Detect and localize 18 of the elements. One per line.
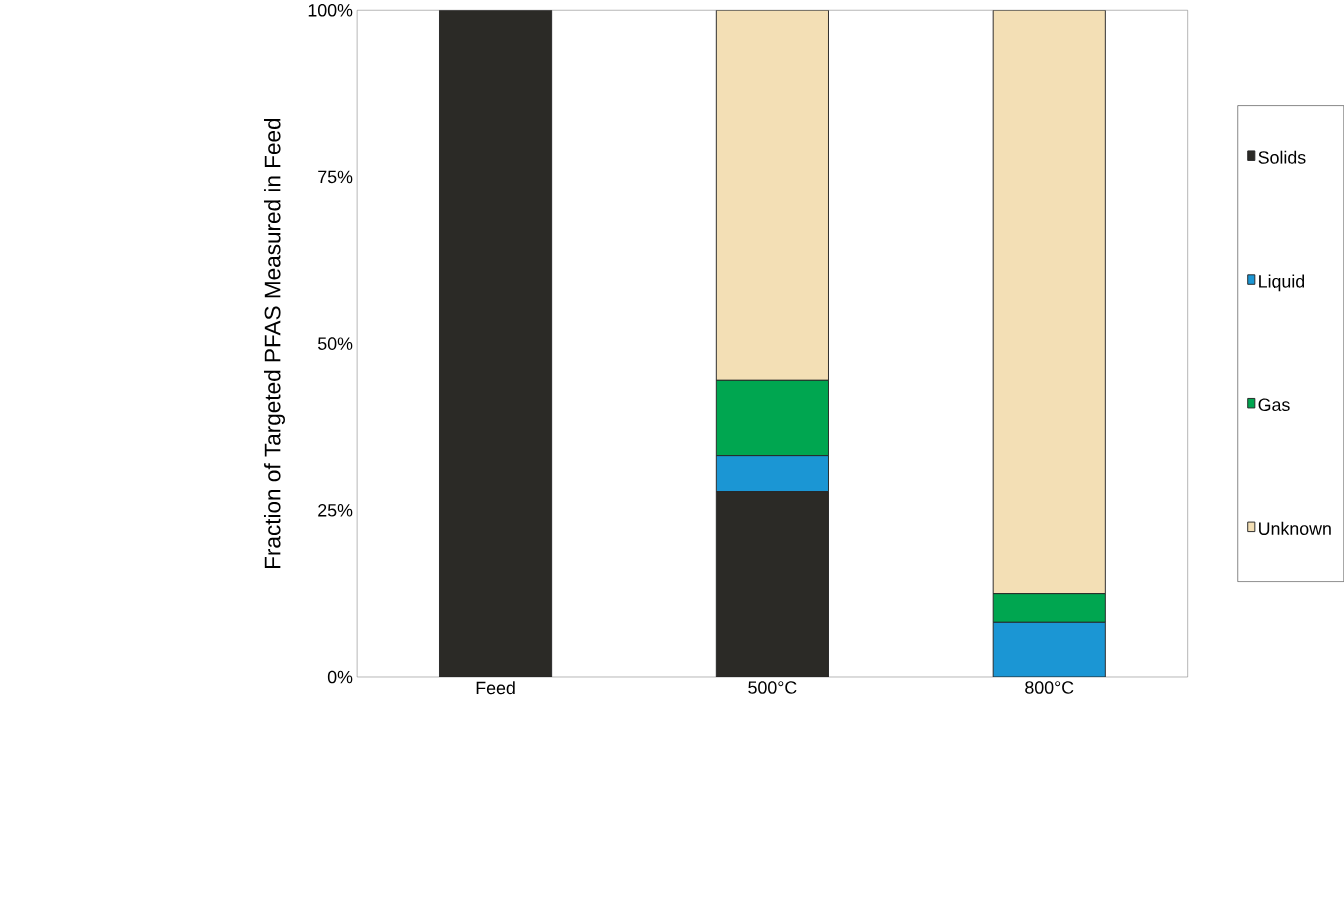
legend-label: Solids [1258,150,1306,164]
y-axis-title: Fraction of Targeted PFAS Measured in Feed [263,118,286,569]
x-tick-label: 500°C [748,681,797,694]
y-tick-label: 0% [327,670,353,684]
bar [992,10,1106,595]
y-tick-label: 100% [308,3,353,17]
y-tick-label: 50% [318,337,353,350]
bar [715,10,829,381]
bar [439,10,553,677]
bar [992,621,1106,677]
bar [715,455,829,493]
y-tick-label: 75% [318,170,353,184]
legend-label: Unknown [1259,521,1331,535]
x-tick-label: Feed [476,681,515,695]
legend-label: Gas [1258,398,1290,412]
x-tick-label: 800°C [1025,681,1074,694]
legend-label: Liquid [1259,274,1305,292]
y-tick-label: 25% [318,503,353,517]
